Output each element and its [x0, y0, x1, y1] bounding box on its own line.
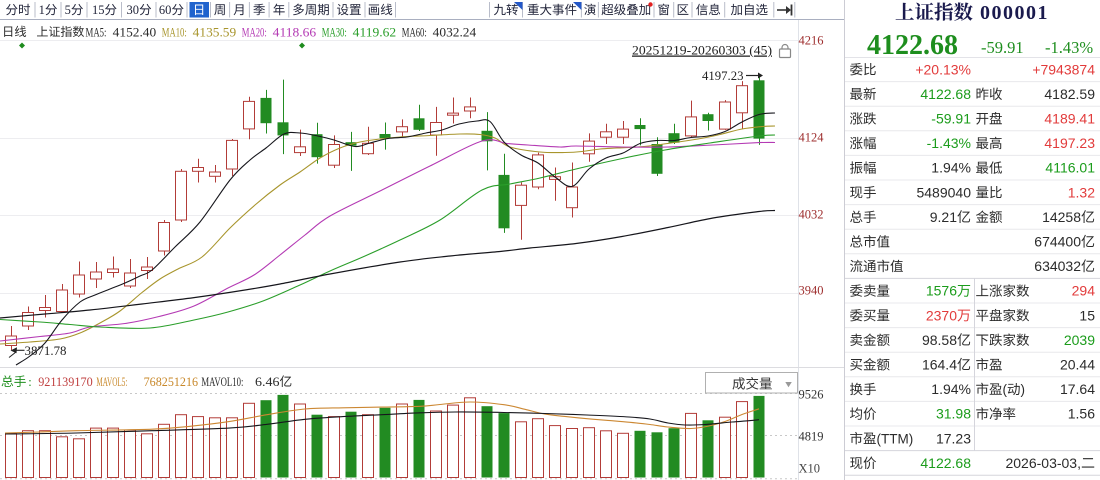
svg-text:4197.23: 4197.23: [1044, 135, 1095, 151]
svg-text:768251216: 768251216: [144, 375, 199, 389]
svg-text::: :: [28, 375, 31, 389]
svg-text:9526: 9526: [799, 388, 824, 402]
svg-text:9.21: 9.21: [930, 209, 957, 225]
svg-text:674400: 674400: [1034, 234, 1081, 250]
svg-text:+20.13%: +20.13%: [915, 61, 971, 77]
svg-text:4182.59: 4182.59: [1044, 86, 1095, 102]
svg-text:3871.78: 3871.78: [25, 344, 67, 358]
svg-text:3940: 3940: [799, 284, 824, 298]
svg-text:6.46: 6.46: [255, 375, 280, 389]
svg-text:30: 30: [127, 3, 140, 17]
svg-text:-59.91: -59.91: [931, 111, 971, 127]
svg-text:2026-03-03,: 2026-03-03,: [1005, 455, 1081, 471]
svg-text:5489040: 5489040: [916, 184, 971, 200]
svg-text:31.98: 31.98: [936, 406, 971, 422]
svg-text:): ): [1021, 382, 1026, 397]
svg-text:921139170: 921139170: [38, 375, 92, 389]
svg-text:17.64: 17.64: [1060, 381, 1095, 397]
svg-text:-59.91: -59.91: [981, 38, 1024, 57]
svg-text:15: 15: [92, 3, 105, 17]
svg-text:15: 15: [1079, 307, 1095, 323]
svg-text:X10: X10: [799, 462, 821, 476]
svg-text:4116.01: 4116.01: [1045, 160, 1095, 176]
svg-text:MA10:: MA10:: [162, 26, 187, 40]
svg-text:20.44: 20.44: [1060, 357, 1095, 373]
svg-text:4152.40: 4152.40: [113, 26, 157, 40]
svg-text:164.4: 164.4: [922, 357, 957, 373]
svg-text:1: 1: [39, 3, 45, 17]
svg-text:MA60:: MA60:: [402, 26, 427, 40]
svg-text:98.58: 98.58: [922, 332, 957, 348]
svg-text:4122.68: 4122.68: [920, 86, 971, 102]
svg-text:1.32: 1.32: [1068, 184, 1095, 200]
svg-text:4119.62: 4119.62: [353, 26, 397, 40]
svg-text:+7943874: +7943874: [1032, 61, 1095, 77]
svg-text:MA20:: MA20:: [242, 26, 267, 40]
svg-text:4122.68: 4122.68: [920, 455, 971, 471]
svg-text:-1.43%: -1.43%: [1045, 38, 1093, 57]
svg-text:20251219-20260303 (45): 20251219-20260303 (45): [632, 44, 772, 58]
svg-text:MA5:: MA5:: [86, 26, 107, 40]
svg-text:2039: 2039: [1064, 332, 1095, 348]
svg-text:4032.24: 4032.24: [433, 26, 477, 40]
svg-text:294: 294: [1072, 283, 1096, 299]
svg-text:5: 5: [65, 3, 71, 17]
svg-text:MA30:: MA30:: [322, 26, 347, 40]
svg-text:MAVOL5:: MAVOL5:: [96, 375, 127, 389]
svg-text:1.94%: 1.94%: [931, 381, 971, 397]
svg-text:(: (: [1003, 382, 1008, 397]
svg-text:4122.68: 4122.68: [867, 30, 958, 61]
svg-text:4135.59: 4135.59: [193, 26, 237, 40]
svg-text:17.23: 17.23: [936, 430, 971, 446]
svg-text:14258: 14258: [1042, 209, 1081, 225]
svg-text:4189.41: 4189.41: [1044, 111, 1095, 127]
svg-text:4118.66: 4118.66: [273, 26, 317, 40]
svg-text:4124: 4124: [799, 131, 825, 145]
svg-text:-1.43%: -1.43%: [927, 135, 971, 151]
svg-text:1.94%: 1.94%: [931, 160, 971, 176]
svg-text:4197.23: 4197.23: [702, 69, 744, 83]
svg-text:4032: 4032: [799, 208, 824, 222]
svg-text:634032: 634032: [1034, 258, 1081, 274]
svg-text:1576: 1576: [926, 283, 957, 299]
svg-text:(TTM): (TTM): [877, 431, 914, 446]
svg-text:000001: 000001: [980, 2, 1049, 24]
svg-text:4819: 4819: [799, 430, 824, 444]
svg-text:MAVOL10:: MAVOL10:: [201, 375, 243, 389]
svg-text:60: 60: [159, 3, 172, 17]
svg-text:1.56: 1.56: [1068, 406, 1095, 422]
svg-text:4216: 4216: [799, 34, 824, 48]
svg-text:2370: 2370: [926, 307, 957, 323]
